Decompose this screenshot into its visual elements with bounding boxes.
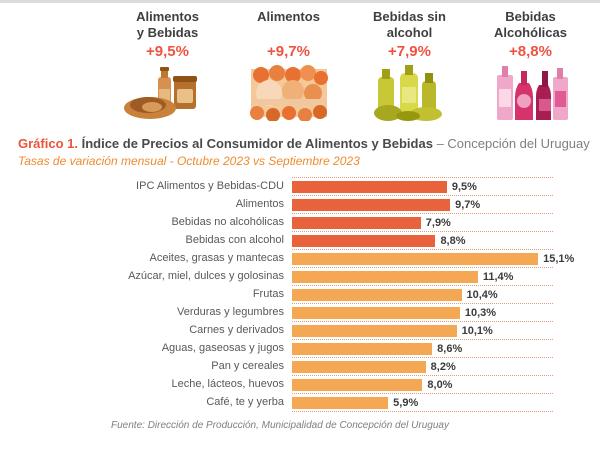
bar-track: 10,1%: [292, 321, 553, 339]
bar-category-label: IPC Alimentos y Bebidas-CDU: [136, 179, 284, 192]
card-label: alcohol: [386, 25, 433, 40]
bar-row: Alimentos 9,7%: [0, 195, 600, 213]
chart-number: Gráfico 1.: [18, 136, 78, 151]
bar: [292, 180, 447, 193]
bar-row: Café, te y yerba 5,9%: [0, 393, 600, 412]
bar-row: Frutas 10,4%: [0, 285, 600, 303]
card-value: +8,8%: [509, 43, 552, 60]
card-value: +7,9%: [388, 43, 431, 60]
bar-value-label: 10,1%: [461, 324, 493, 337]
bar-value-label: 8,2%: [430, 360, 456, 373]
bar-track: 15,1%: [292, 249, 574, 267]
chart-title-location: – Concepción del Uruguay: [436, 136, 590, 151]
bar-row: Aceites, grasas y mantecas 15,1%: [0, 249, 600, 267]
bar-category-label: Pan y cereales: [211, 359, 284, 372]
card-label: Alimentos: [257, 9, 320, 24]
bar-track: 11,4%: [292, 267, 553, 285]
card-label: Bebidas sin: [373, 9, 446, 24]
bar-category-label: Bebidas no alcohólicas: [171, 215, 284, 228]
bar-track: 8,0%: [292, 375, 553, 393]
bar-category-label: Alimentos: [235, 197, 284, 210]
bar: [292, 234, 436, 247]
bar-category-label: Café, te y yerba: [206, 396, 284, 408]
bar: [292, 342, 433, 355]
bar-track: 10,4%: [292, 285, 553, 303]
bar-track: 8,8%: [292, 231, 553, 249]
card-value: +9,5%: [146, 43, 189, 60]
bar-value-label: 7,9%: [425, 216, 451, 229]
bar-category-label: Leche, lácteos, huevos: [171, 377, 284, 390]
bar-value-label: 8,0%: [427, 378, 453, 391]
bar-value-label: 11,4%: [482, 270, 514, 283]
bar-track: 7,9%: [292, 213, 553, 231]
bar-track: 9,5%: [292, 177, 553, 195]
bar-track: 8,2%: [292, 357, 553, 375]
bar-category-label: Carnes y derivados: [189, 323, 284, 336]
bar: [292, 216, 421, 229]
card-alimentos: Alimentos +9,7%: [231, 9, 346, 121]
card-label: Alimentos: [136, 9, 199, 24]
bar-category-label: Verduras y legumbres: [177, 305, 284, 318]
bar-value-label: 15,1%: [543, 252, 575, 265]
bar-category-label: Aceites, grasas y mantecas: [149, 251, 284, 264]
source-note: Fuente: Dirección de Producción, Municip…: [111, 420, 449, 431]
non-alcoholic-beverages-icon: [352, 63, 467, 121]
bar-category-label: Bebidas con alcohol: [185, 233, 284, 246]
bar-row: Pan y cereales 8,2%: [0, 357, 600, 375]
summary-cards: Alimentos y Bebidas +9,5% Alimentos +9,7…: [110, 9, 588, 121]
card-label: y Bebidas: [136, 25, 199, 40]
food-icon: [231, 63, 346, 121]
chart-subtitle: Tasas de variación mensual - Octubre 202…: [18, 154, 360, 168]
card-value: +9,7%: [267, 43, 310, 60]
card-bebidas-alcoholicas: Bebidas Alcohólicas +8,8%: [473, 9, 588, 121]
bar: [292, 288, 462, 301]
bar: [292, 252, 539, 265]
food-and-beverages-icon: [110, 63, 225, 121]
bar: [292, 306, 460, 319]
bar-track: 5,9%: [292, 393, 553, 412]
page-top-edge: [0, 0, 600, 3]
bar-value-label: 9,5%: [451, 180, 477, 193]
bar-row: Azúcar, miel, dulces y golosinas 11,4%: [0, 267, 600, 285]
bar-value-label: 9,7%: [455, 198, 481, 211]
bar-track: 9,7%: [292, 195, 553, 213]
bar: [292, 378, 423, 391]
card-alimentos-y-bebidas: Alimentos y Bebidas +9,5%: [110, 9, 225, 121]
bar-value-label: 8,8%: [440, 234, 466, 247]
card-label: Bebidas: [505, 9, 556, 24]
card-label: [231, 25, 346, 41]
bar: [292, 360, 426, 373]
bar: [292, 198, 451, 211]
chart-title: Gráfico 1. Índice de Precios al Consumid…: [18, 135, 600, 152]
bar-row: Carnes y derivados 10,1%: [0, 321, 600, 339]
bar-value-label: 10,3%: [464, 306, 497, 319]
bar-category-label: Aguas, gaseosas y jugos: [161, 341, 284, 354]
bar-track: 8,6%: [292, 339, 553, 357]
bar-value-label: 10,4%: [466, 288, 498, 301]
bar-row: Bebidas no alcohólicas 7,9%: [0, 213, 600, 231]
bar-value-label: 5,9%: [393, 396, 419, 409]
bar-category-label: Frutas: [252, 287, 284, 300]
bar-chart: IPC Alimentos y Bebidas-CDU 9,5% Alimentos…: [0, 177, 600, 412]
bar-row: Leche, lácteos, huevos 8,0%: [0, 375, 600, 393]
chart-title-main: Índice de Precios al Consumidor de Alime…: [81, 136, 433, 151]
bar: [292, 270, 478, 283]
bar: [292, 396, 389, 409]
bar: [292, 324, 457, 337]
card-label: Alcohólicas: [494, 25, 567, 40]
bar-row: Bebidas con alcohol 8,8%: [0, 231, 600, 249]
card-bebidas-sin-alcohol: Bebidas sin alcohol +7,9%: [352, 9, 467, 121]
chart-title-block: Gráfico 1. Índice de Precios al Consumid…: [18, 135, 600, 169]
bar-row: Aguas, gaseosas y jugos 8,6%: [0, 339, 600, 357]
bar-category-label: Azúcar, miel, dulces y golosinas: [128, 269, 284, 282]
bar-value-label: 8,6%: [437, 342, 463, 355]
bar-row: Verduras y legumbres 10,3%: [0, 303, 600, 321]
bar-track: 10,3%: [292, 303, 553, 321]
bar-row: IPC Alimentos y Bebidas-CDU 9,5%: [0, 177, 600, 195]
alcoholic-beverages-icon: [473, 63, 588, 121]
